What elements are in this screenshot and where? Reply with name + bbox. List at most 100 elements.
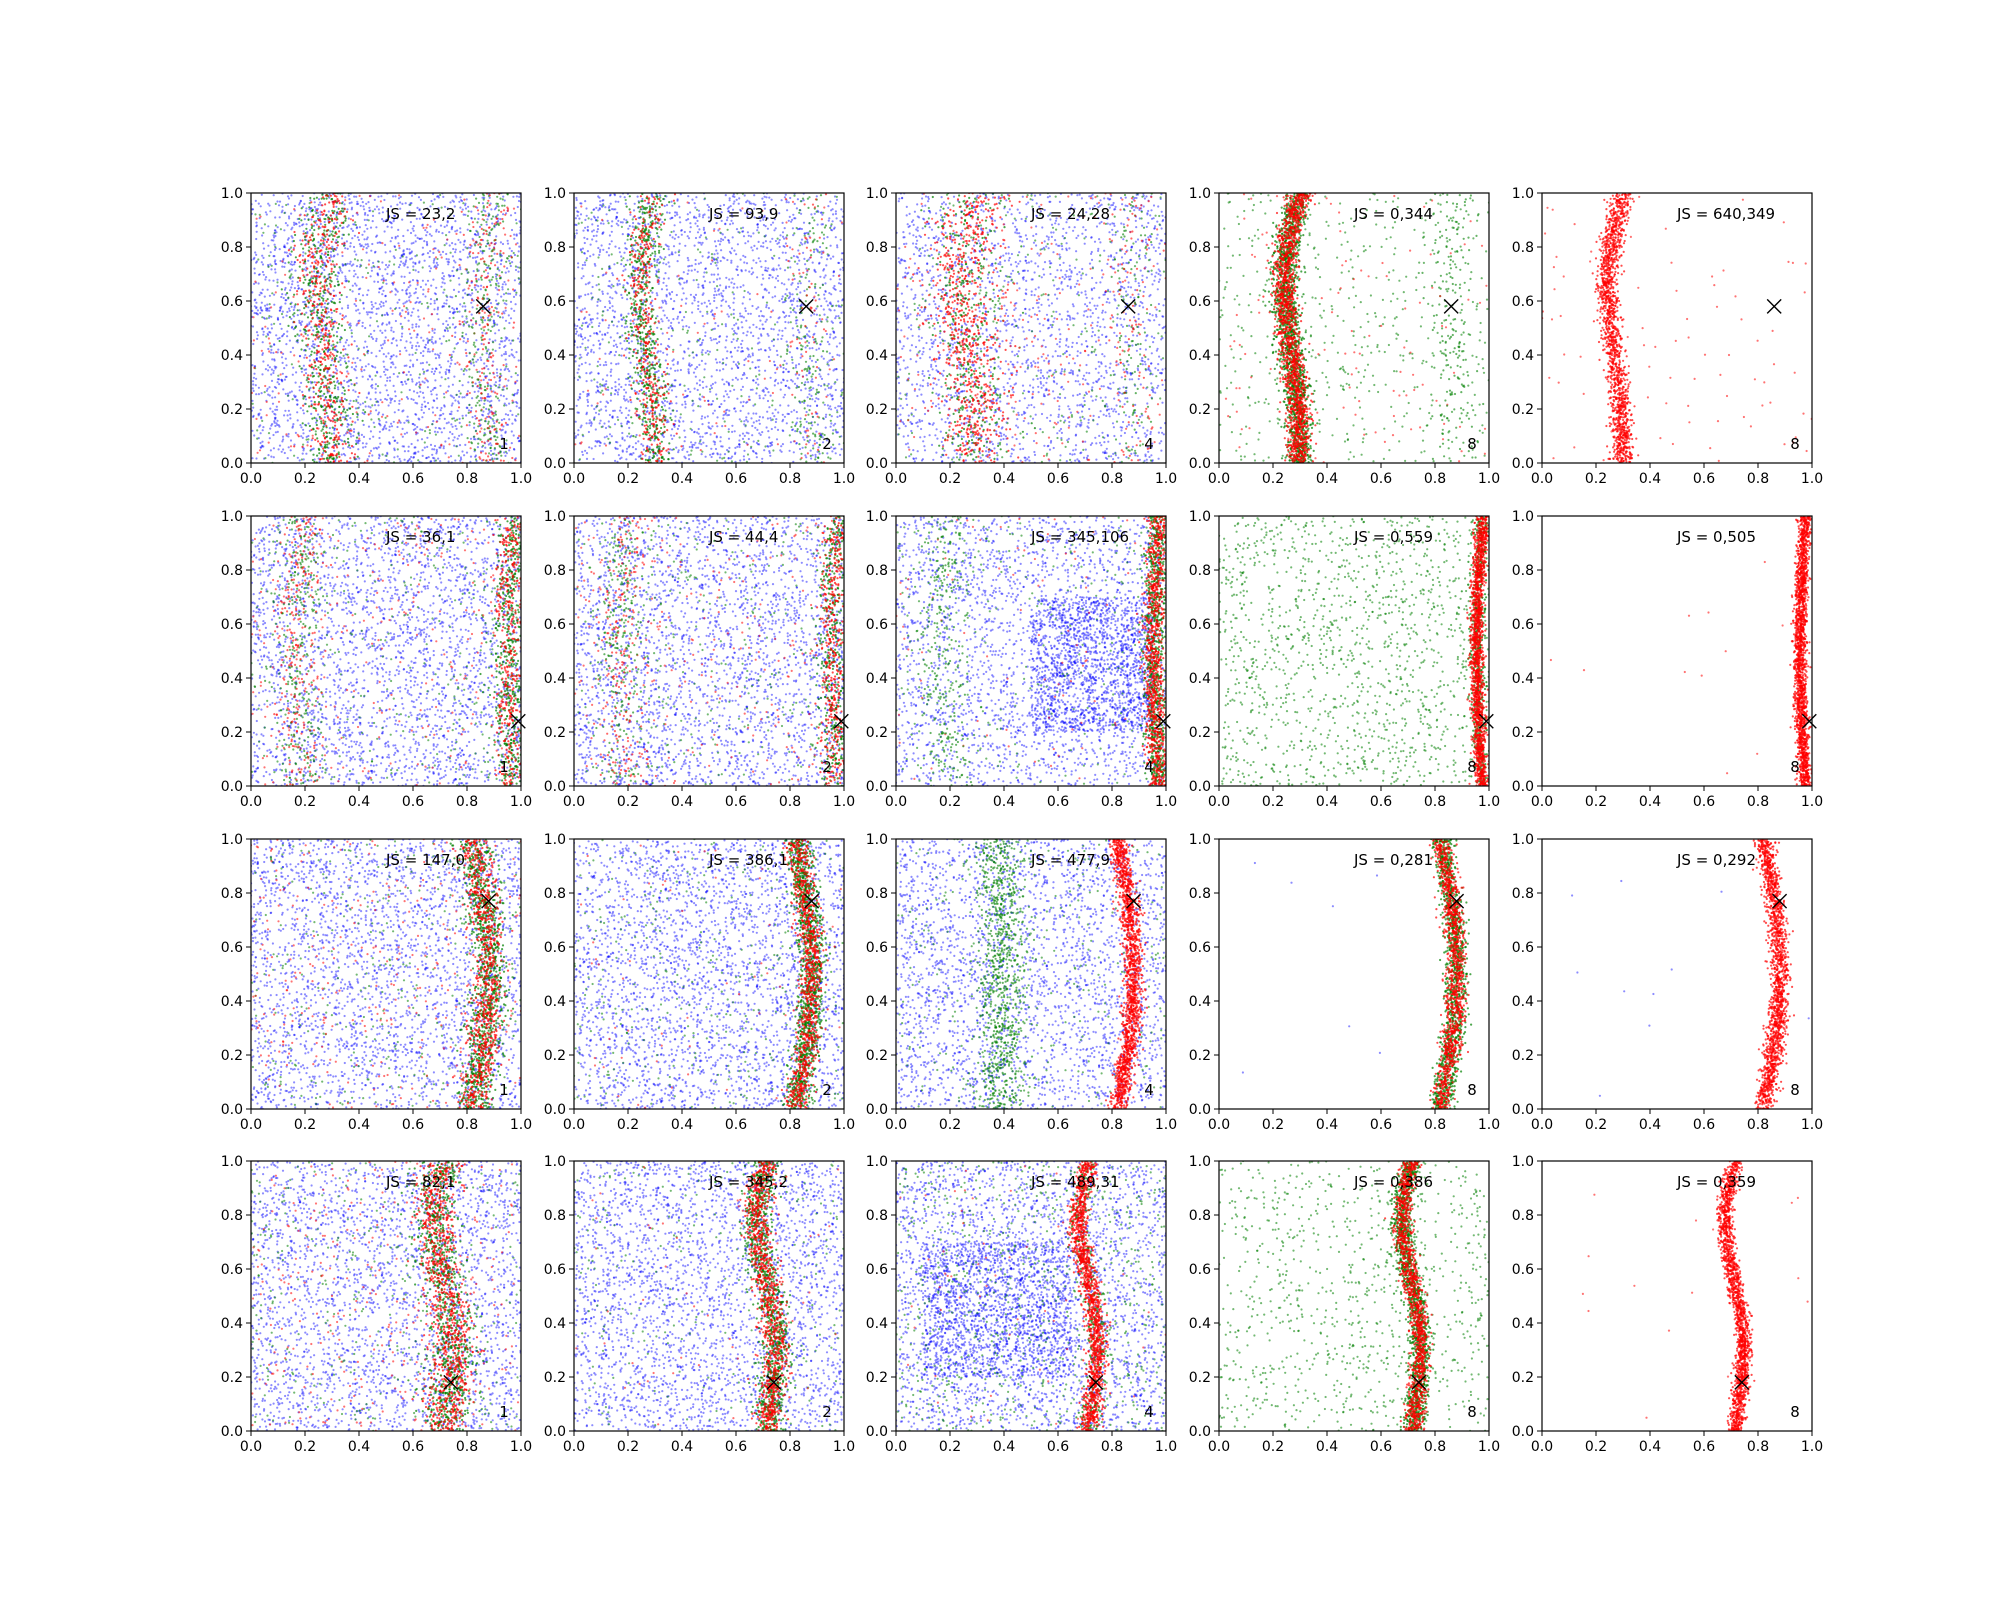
scatter-point xyxy=(300,368,302,370)
scatter-point xyxy=(483,294,485,296)
scatter-point xyxy=(328,330,330,332)
scatter-point xyxy=(505,422,507,424)
scatter-point xyxy=(325,386,327,388)
scatter-point xyxy=(484,277,486,279)
scatter-point xyxy=(414,413,416,415)
scatter-point xyxy=(313,352,315,354)
scatter-point xyxy=(266,390,268,392)
scatter-point xyxy=(318,345,320,347)
scatter-point xyxy=(292,423,294,425)
scatter-point xyxy=(454,436,456,438)
scatter-point xyxy=(304,214,306,216)
scatter-point xyxy=(339,417,341,419)
scatter-point xyxy=(322,309,324,311)
scatter-point xyxy=(462,305,464,307)
scatter-point xyxy=(415,288,417,290)
scatter-point xyxy=(462,249,464,251)
scatter-point xyxy=(471,292,473,294)
scatter-point xyxy=(453,289,455,291)
scatter-point xyxy=(765,196,767,198)
scatter-point xyxy=(262,341,264,343)
scatter-point xyxy=(426,361,428,363)
scatter-point xyxy=(391,425,393,427)
scatter-point xyxy=(449,365,451,367)
scatter-point xyxy=(302,429,304,431)
scatter-point xyxy=(362,376,364,378)
scatter-point xyxy=(346,296,348,298)
scatter-point xyxy=(393,385,395,387)
scatter-point xyxy=(413,230,415,232)
scatter-point xyxy=(432,252,434,254)
scatter-point xyxy=(458,363,460,365)
scatter-point xyxy=(486,286,488,288)
scatter-point xyxy=(274,232,276,234)
scatter-point xyxy=(337,386,339,388)
scatter-point xyxy=(356,416,358,418)
scatter-point xyxy=(330,308,332,310)
scatter-point xyxy=(495,283,497,285)
scatter-point xyxy=(324,347,326,349)
scatter-point xyxy=(326,229,328,231)
scatter-point xyxy=(381,293,383,295)
scatter-point xyxy=(342,349,344,351)
scatter-point xyxy=(510,301,512,303)
scatter-point xyxy=(307,219,309,221)
scatter-point xyxy=(466,365,468,367)
scatter-point xyxy=(431,313,433,315)
scatter-point xyxy=(495,221,497,223)
scatter-point xyxy=(278,448,280,450)
scatter-point xyxy=(386,389,388,391)
scatter-point xyxy=(281,328,283,330)
scatter-point xyxy=(267,203,269,205)
scatter-point xyxy=(436,262,438,264)
scatter-point xyxy=(291,306,293,308)
scatter-point xyxy=(315,422,317,424)
scatter-point xyxy=(391,342,393,344)
scatter-point xyxy=(290,439,292,441)
scatter-point xyxy=(495,350,497,352)
scatter-point xyxy=(704,363,706,365)
scatter-point xyxy=(515,303,517,305)
scatter-point xyxy=(436,298,438,300)
scatter-point xyxy=(343,380,345,382)
scatter-point xyxy=(629,380,631,382)
scatter-point xyxy=(497,397,499,399)
scatter-point xyxy=(289,276,291,278)
scatter-point xyxy=(512,394,514,396)
scatter-point xyxy=(433,373,435,375)
scatter-point xyxy=(438,355,440,357)
scatter-point xyxy=(728,315,730,317)
scatter-point xyxy=(336,219,338,221)
scatter-point xyxy=(480,452,482,454)
scatter-point xyxy=(490,260,492,262)
scatter-point xyxy=(481,441,483,443)
scatter-point xyxy=(275,387,277,389)
scatter-point xyxy=(341,307,343,309)
scatter-point xyxy=(500,340,502,342)
scatter-point xyxy=(458,435,460,437)
scatter-point xyxy=(285,299,287,301)
scatter-point xyxy=(302,270,304,272)
scatter-point xyxy=(474,448,476,450)
scatter-point xyxy=(426,302,428,304)
scatter-point xyxy=(381,242,383,244)
scatter-point xyxy=(252,416,254,418)
scatter-point xyxy=(354,283,356,285)
scatter-point xyxy=(316,328,318,330)
scatter-point xyxy=(313,301,315,303)
scatter-point xyxy=(475,262,477,264)
scatter-point xyxy=(336,278,338,280)
scatter-point xyxy=(459,196,461,198)
scatter-point xyxy=(370,227,372,229)
scatter-point xyxy=(419,301,421,303)
scatter-point xyxy=(389,260,391,262)
scatter-point xyxy=(404,317,406,319)
scatter-point xyxy=(780,445,782,447)
scatter-point xyxy=(417,309,419,311)
scatter-point xyxy=(362,409,364,411)
scatter-point xyxy=(303,365,305,367)
scatter-point xyxy=(314,206,316,208)
scatter-point xyxy=(460,392,462,394)
scatter-point xyxy=(358,288,360,290)
scatter-point xyxy=(253,258,255,260)
